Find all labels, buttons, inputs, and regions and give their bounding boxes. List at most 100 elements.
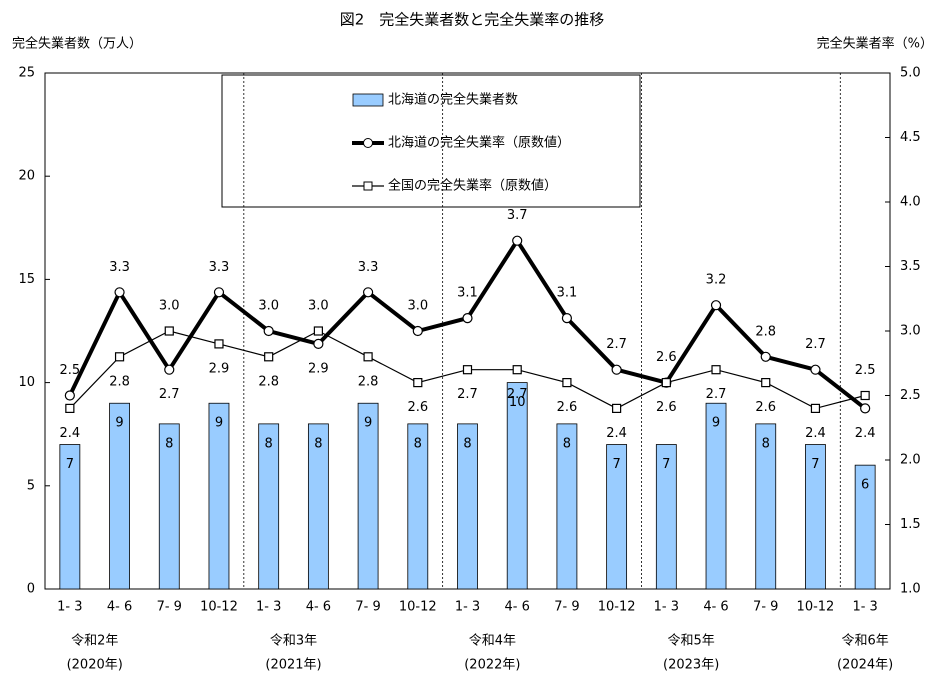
bar-value-label: 8 (314, 436, 322, 451)
bar-value-label: 7 (811, 457, 819, 472)
bar (59, 444, 81, 590)
rate-marker (562, 378, 572, 388)
rate-value-label: 3.2 (706, 273, 727, 288)
y-tick-label: 15 (18, 272, 35, 287)
bar (407, 423, 429, 590)
legend-label: 全国の完全失業率（原数値） (388, 178, 557, 194)
rate-marker (810, 364, 821, 375)
bar-value-label: 8 (463, 436, 471, 451)
rate-marker (313, 338, 324, 349)
rate-value-label: 2.8 (258, 374, 279, 389)
rate-line (68, 236, 867, 410)
y-tick-label: 5 (27, 478, 35, 493)
rate-value-label: 3.0 (258, 299, 279, 314)
rate-marker (860, 403, 871, 414)
rate-marker (362, 287, 374, 298)
year-label: 令和6年 (842, 634, 889, 649)
legend-marker (363, 138, 373, 148)
rate-value-label: 2.5 (855, 363, 876, 378)
chart-title: 図2 完全失業者数と完全失業率の推移 (340, 11, 605, 29)
year-label: 令和2年 (71, 634, 118, 649)
y-axis-label: 完全失業者数（万人） (12, 36, 142, 52)
rate-value-label: 3.0 (159, 299, 180, 314)
y2-tick-label: 3.0 (900, 324, 921, 339)
legend-box (221, 74, 641, 208)
legend-label: 北海道の完全失業者数 (388, 92, 518, 108)
year-sub-label: (2022年) (464, 658, 520, 673)
rate-value-label: 2.8 (109, 374, 130, 389)
bar-value-label: 7 (612, 457, 620, 472)
bar (158, 423, 180, 590)
y-tick-label: 0 (27, 582, 35, 597)
bar (755, 423, 777, 590)
rate-value-label: 2.7 (159, 387, 180, 402)
bar (307, 423, 329, 590)
x-tick-label: 1- 3 (654, 600, 679, 615)
rate-value-label: 3.1 (457, 286, 478, 301)
rate-value-label: 2.7 (507, 387, 528, 402)
year-label: 令和3年 (270, 634, 317, 649)
x-tick-label: 7- 9 (355, 600, 380, 615)
rate-marker (612, 403, 622, 413)
rate-value-label: 2.6 (656, 350, 677, 365)
x-tick-label: 10-12 (797, 600, 835, 615)
x-tick-label: 10-12 (598, 600, 636, 615)
rate-value-label: 2.6 (407, 400, 428, 415)
bar-value-label: 9 (712, 416, 720, 431)
rate-marker (661, 378, 671, 388)
x-tick-label: 1- 3 (852, 600, 877, 615)
bar-value-label: 9 (364, 416, 372, 431)
rate-value-label: 2.6 (755, 400, 776, 415)
bar-value-label: 8 (762, 436, 770, 451)
x-tick-label: 7- 9 (753, 600, 778, 615)
rate-marker (114, 352, 125, 362)
rate-value-label: 3.3 (358, 260, 379, 275)
bar (457, 423, 478, 590)
x-tick-label: 10-12 (399, 600, 437, 615)
legend-marker (363, 181, 373, 191)
rate-marker (512, 365, 522, 375)
bar (109, 402, 130, 590)
rate-marker (65, 403, 75, 413)
rate-value-label: 2.8 (755, 324, 776, 339)
y2-tick-label: 3.5 (900, 259, 921, 274)
rate-marker (611, 364, 622, 375)
y2-tick-label: 2.0 (900, 453, 921, 468)
rate-marker (363, 352, 373, 362)
bar-value-label: 7 (662, 457, 670, 472)
bar (258, 423, 280, 590)
bar-value-label: 9 (115, 416, 123, 431)
y2-tick-label: 2.5 (900, 388, 921, 403)
bar-value-label: 9 (215, 416, 223, 431)
bar (606, 444, 628, 590)
bar-value-label: 8 (165, 436, 173, 451)
rate-value-label: 2.6 (656, 400, 677, 415)
x-tick-label: 10-12 (200, 600, 238, 615)
year-label: 令和4年 (469, 634, 516, 649)
rate-value-label: 2.7 (457, 387, 478, 402)
rate-marker (561, 313, 573, 324)
bar-value-label: 6 (861, 478, 869, 493)
rate-marker (264, 352, 274, 362)
rate-value-label: 2.7 (805, 337, 826, 352)
bar (556, 423, 578, 590)
bar (357, 402, 379, 590)
bar-value-label: 8 (265, 436, 273, 451)
y2-tick-label: 1.0 (900, 582, 921, 597)
rate-value-label: 2.5 (60, 363, 81, 378)
y2-tick-label: 1.5 (900, 517, 921, 532)
rate-value-label: 2.7 (706, 387, 727, 402)
rate-value-label: 3.1 (557, 286, 578, 301)
rate-value-label: 3.3 (209, 260, 230, 275)
rate-marker (860, 390, 870, 401)
rate-value-label: 2.4 (855, 426, 876, 441)
x-tick-label: 4- 6 (107, 600, 132, 615)
rate-value-label: 2.8 (358, 374, 379, 389)
x-tick-label: 1- 3 (256, 600, 281, 615)
year-sub-label: (2023年) (663, 658, 719, 673)
y-tick-label: 20 (18, 169, 35, 184)
x-tick-label: 4- 6 (505, 600, 530, 615)
rate-marker (462, 365, 473, 375)
year-sub-label: (2021年) (265, 658, 321, 673)
